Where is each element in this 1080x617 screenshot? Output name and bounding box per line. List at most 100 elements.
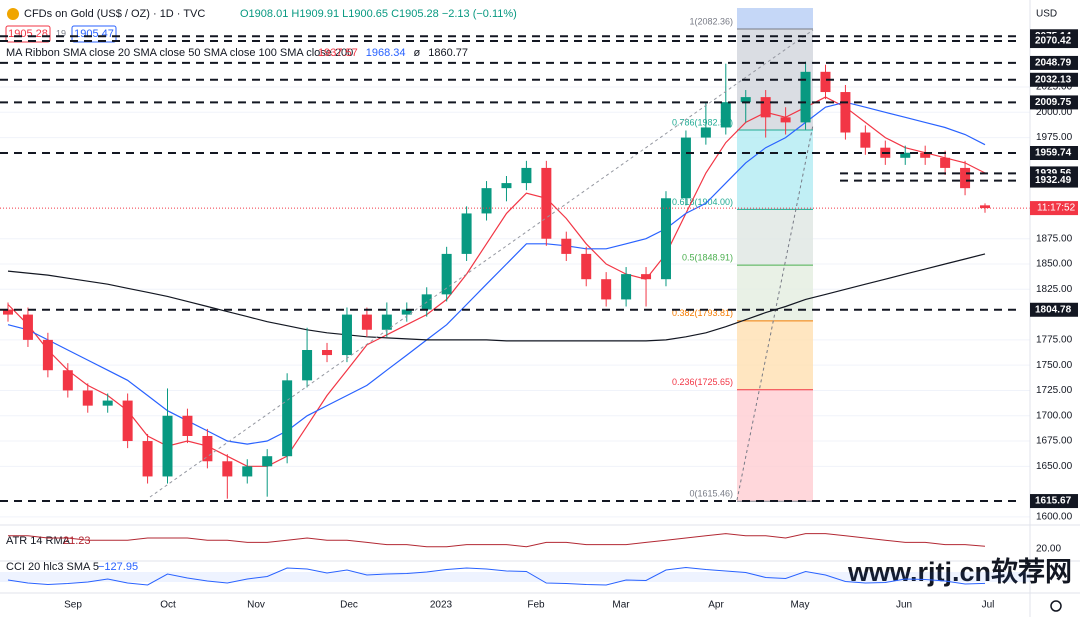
level-label: 2009.75 bbox=[1035, 97, 1072, 108]
x-tick-label: Nov bbox=[247, 600, 265, 611]
candle-body bbox=[740, 97, 751, 103]
indicator-value: 1937.57 bbox=[318, 47, 358, 59]
level-badge bbox=[1030, 55, 1078, 70]
y-tick-label: 1675.00 bbox=[1036, 436, 1073, 447]
x-tick-label: May bbox=[791, 600, 810, 611]
ask: 1905.47 bbox=[74, 28, 114, 40]
candle-body bbox=[182, 415, 193, 436]
fib-band bbox=[737, 129, 813, 210]
x-tick-label: 2023 bbox=[430, 600, 453, 611]
candle-body bbox=[660, 198, 671, 280]
candle-body bbox=[621, 274, 632, 300]
candle-body bbox=[282, 380, 293, 457]
y-tick-label: 1975.00 bbox=[1036, 132, 1073, 143]
y-tick-label: 1650.00 bbox=[1036, 461, 1073, 472]
fib-band bbox=[737, 209, 813, 266]
candle-body bbox=[302, 350, 313, 381]
ma-line bbox=[7, 101, 986, 445]
candle-body bbox=[780, 117, 791, 123]
candle-body bbox=[322, 350, 333, 356]
x-tick-label: Dec bbox=[340, 600, 358, 611]
y-tick-label: 1750.00 bbox=[1036, 360, 1073, 371]
x-tick-label: Apr bbox=[708, 600, 724, 611]
currency: USD bbox=[1036, 9, 1057, 20]
candle-body bbox=[42, 339, 53, 371]
fib-label: 0.236(1725.65) bbox=[672, 377, 733, 387]
x-tick-label: Feb bbox=[527, 600, 545, 611]
candle-body bbox=[142, 441, 153, 477]
candle-body bbox=[162, 415, 173, 477]
fib-band bbox=[737, 320, 813, 390]
y-tick-label: 1825.00 bbox=[1036, 284, 1073, 295]
level-label: 1939.56 bbox=[1035, 168, 1072, 179]
y-tick-label: 1700.00 bbox=[1036, 410, 1073, 421]
atr-tick-label: 20.00 bbox=[1036, 544, 1061, 555]
bid: 1905.28 bbox=[8, 28, 48, 40]
candle-body bbox=[501, 183, 512, 189]
level-label: 2070.42 bbox=[1035, 36, 1072, 47]
candle-body bbox=[361, 314, 372, 330]
candle-body bbox=[541, 167, 552, 239]
candle-body bbox=[980, 205, 990, 209]
candle-body bbox=[381, 314, 392, 330]
candle-body bbox=[960, 167, 971, 189]
y-tick-label: 2000.00 bbox=[1036, 107, 1073, 118]
ma-line bbox=[7, 253, 986, 342]
candle-body bbox=[262, 456, 273, 467]
candle-body bbox=[202, 435, 213, 462]
indicator-value: 1968.34 bbox=[366, 47, 406, 59]
candle-body bbox=[401, 309, 412, 315]
level-badge bbox=[1030, 72, 1078, 87]
cci-line bbox=[7, 566, 986, 586]
candle-body bbox=[561, 238, 572, 254]
fib-band bbox=[737, 389, 813, 502]
candle-body bbox=[22, 314, 33, 340]
countdown: 11:17:52 bbox=[1037, 203, 1076, 214]
level-label: 1804.78 bbox=[1035, 304, 1072, 315]
candle-body bbox=[441, 253, 452, 295]
x-tick-label: Jul bbox=[982, 600, 995, 611]
atr-value: 21.23 bbox=[63, 535, 91, 547]
x-tick-label: Sep bbox=[64, 600, 82, 611]
level-badge bbox=[1030, 302, 1078, 317]
level-badge bbox=[1030, 173, 1078, 188]
candle-body bbox=[840, 92, 851, 133]
cci-value: −127.95 bbox=[98, 561, 138, 573]
level-label: 1959.74 bbox=[1035, 148, 1072, 159]
candle-body bbox=[940, 157, 951, 168]
candle-body bbox=[860, 132, 871, 148]
symbol-icon bbox=[7, 8, 19, 20]
y-tick-label: 2025.00 bbox=[1036, 82, 1073, 93]
x-tick-label: Jun bbox=[896, 600, 912, 611]
price-badge bbox=[1030, 201, 1078, 216]
candle-body bbox=[820, 71, 831, 93]
fib-band bbox=[737, 8, 813, 29]
fib-label: 1(2082.36) bbox=[689, 16, 733, 26]
settings-icon[interactable] bbox=[1050, 600, 1062, 612]
candle-body bbox=[521, 167, 532, 184]
candle-body bbox=[920, 152, 931, 158]
cci-label: CCI 20 hlc3 SMA 5 bbox=[6, 561, 99, 573]
plot: 1(2082.36) 0.786(1982.54) 0.618(1904.00) 0.… bbox=[0, 8, 1030, 518]
atr-line bbox=[8, 533, 986, 548]
candle-body bbox=[800, 71, 811, 123]
ask-box[interactable] bbox=[71, 25, 117, 43]
candle-body bbox=[581, 253, 592, 280]
level-badge bbox=[1030, 95, 1078, 110]
cci-band bbox=[0, 572, 1030, 582]
candle-body bbox=[222, 461, 233, 477]
candle-body bbox=[122, 400, 133, 442]
level-badge bbox=[1030, 34, 1078, 49]
symbol-title[interactable]: CFDs on Gold (US$ / OZ) · 1D · TVC bbox=[24, 8, 205, 20]
indicator-title[interactable]: MA Ribbon SMA close 20 SMA close 50 SMA … bbox=[6, 47, 353, 59]
candle-body bbox=[82, 390, 93, 406]
level-label: 1615.67 bbox=[1035, 496, 1072, 507]
ohlc-values: O1908.01 H1909.91 L1900.65 C1905.28 −2.1… bbox=[240, 8, 517, 20]
x-tick-label: Mar bbox=[612, 600, 630, 611]
candle-body bbox=[680, 137, 691, 199]
candle-body bbox=[760, 97, 771, 118]
fib-label: 0(1615.46) bbox=[689, 489, 733, 499]
candle-body bbox=[461, 213, 472, 254]
